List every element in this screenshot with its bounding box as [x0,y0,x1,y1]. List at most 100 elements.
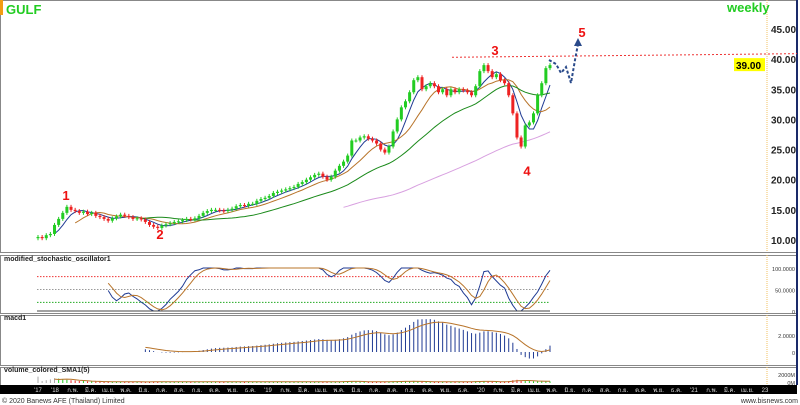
candle-body [441,89,445,93]
candle-body [86,211,90,215]
candle-body [503,80,507,84]
candle-body [309,177,313,180]
candle-body [317,173,321,175]
candle-body [544,68,548,84]
candle-body [234,206,238,209]
candle-body [424,86,428,90]
date-tick-label: พ.ค. [120,387,132,394]
candle-body [329,176,333,180]
candle-body [185,218,189,221]
candle-body [53,224,57,234]
last-price-label: 39.00 [736,61,761,72]
candle-body [449,89,453,96]
candle-body [36,236,40,239]
price-tick-label: 45.00 [771,25,796,36]
candle-body [147,221,151,225]
candle-body [172,221,176,224]
date-tick-label: 23 [762,388,769,394]
candle-body [408,92,412,102]
candle-body [143,219,147,222]
date-tick-label: ก.ค. [369,388,380,394]
date-tick-label: พ.ค. [546,387,558,394]
candle-body [350,140,354,156]
date-tick-label: ส.ค. [600,387,611,394]
moving-average-75 [343,131,551,208]
candle-body [61,212,65,219]
candle-body [214,209,218,211]
candle-body [494,74,498,78]
candle-body [48,233,52,236]
date-tick-label: ส.ค. [387,387,398,394]
candle-body [119,214,123,217]
candle-body [379,143,383,150]
candle-body [226,209,230,212]
candle-body [271,192,275,196]
candle-body [416,77,420,81]
wave-label-1: 1 [62,188,69,203]
macd-panel-title: macd1 [4,315,26,322]
candle-body [474,86,478,96]
candle-body [527,122,531,126]
candle-body [197,215,201,219]
date-axis-bar [0,385,797,394]
candle-body [482,65,486,72]
candle-body [259,198,263,201]
candle-body [139,218,143,220]
candle-body [313,174,317,178]
candle-body [296,183,300,187]
candle-body [222,210,226,212]
price-tick-label: 20.00 [771,176,796,187]
date-tick-label: เม.ย. [528,388,541,394]
candle-body [73,209,77,212]
candle-body [263,197,267,199]
date-tick-label: พ.ย. [653,387,664,394]
moving-average-10 [74,79,551,225]
date-tick-label: ส.ค. [174,387,185,394]
volume-panel-title: volume_colored_SMA1(5) [4,367,90,374]
stoch-tick-label: 50.0000 [775,289,795,295]
date-tick-label: มี.ค. [298,386,310,394]
candle-body [391,131,395,147]
volume-sma-line [54,378,551,383]
date-tick-label: มิ.ย. [564,387,575,394]
candle-body [102,217,106,219]
arrow-up-icon [574,38,582,46]
candle-body [453,89,457,93]
candle-body [540,83,544,96]
date-tick-label: มิ.ย. [351,387,362,394]
candle-body [127,215,131,218]
candle-body [523,125,527,147]
date-tick-label: ธ.ค. [671,387,682,394]
candle-body [358,137,362,141]
candle-body [519,137,523,147]
candle-body [123,214,127,216]
macd-signal-line [145,321,551,353]
projection-path [548,43,579,84]
price-tick-label: 35.00 [771,85,796,96]
candle-body [300,182,304,184]
panel-frame [0,315,797,366]
candle-body [428,83,432,87]
candle-body [420,77,424,90]
website-link[interactable]: www.bisnews.com [740,398,798,405]
wave-label-5: 5 [578,25,585,40]
candle-body [395,119,399,132]
date-tick-label: ก.ย. [192,388,203,394]
date-tick-label: เม.ย. [102,388,115,394]
date-tick-label: ก.พ. [706,387,717,394]
candle-body [218,209,222,211]
candle-body [275,191,279,193]
date-tick-label: '21 [690,388,698,394]
moving-average-26 [141,85,551,221]
candle-body [160,225,164,228]
volume-tick-label: 0M [787,381,795,387]
candle-body [321,173,325,177]
symbol-title: GULF [6,2,41,17]
candle-body [445,89,449,96]
candle-body [110,218,114,221]
candle-body [399,107,403,120]
candle-body [242,205,246,207]
candle-body [131,217,135,219]
date-tick-label: มิ.ย. [138,387,149,394]
